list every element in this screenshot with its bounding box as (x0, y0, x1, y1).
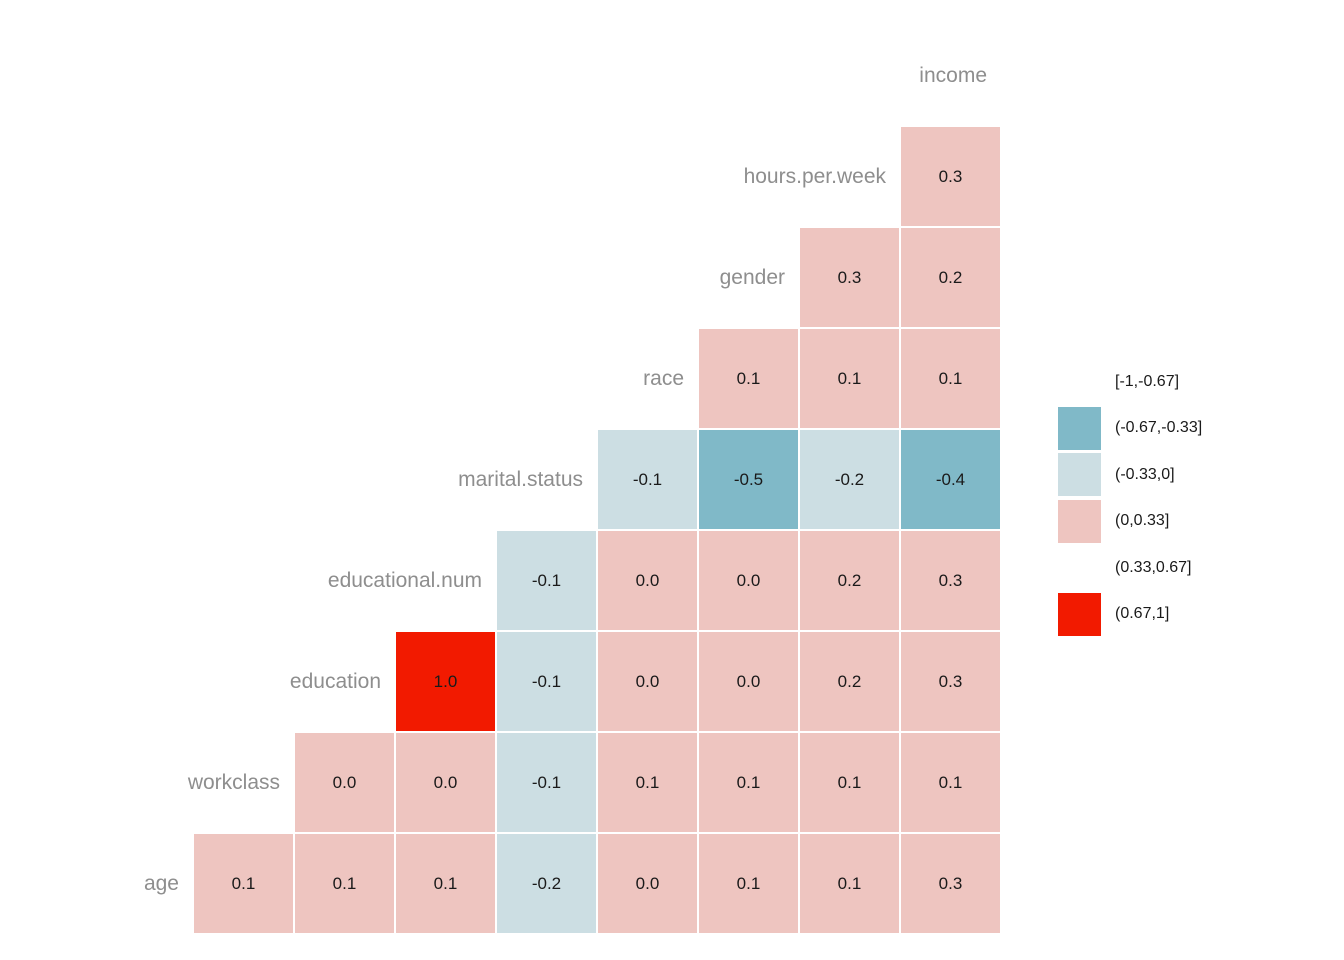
matrix-cell-workclass-x-marital.status: -0.1 (496, 732, 597, 833)
legend-item: (-0.33,0] (1058, 453, 1175, 496)
legend-swatch (1058, 406, 1101, 450)
row-label-workclass: workclass (187, 771, 280, 794)
legend-item: (-0.67,-0.33] (1058, 406, 1203, 450)
legend-item: (0.33,0.67] (1058, 546, 1192, 589)
legend-swatch-empty (1058, 360, 1101, 403)
matrix-cell-gender-x-hours.per.week: 0.3 (799, 227, 900, 328)
matrix-cell-workclass-x-gender: 0.1 (698, 732, 799, 833)
matrix-cell-race-x-income: 0.1 (900, 328, 1001, 429)
legend-label: (-0.33,0] (1115, 465, 1175, 483)
matrix-cell-workclass-x-race: 0.1 (597, 732, 698, 833)
row-label-gender: gender (719, 266, 785, 289)
row-label-education: education (289, 670, 381, 693)
matrix-cell-marital.status-x-race: -0.1 (597, 429, 698, 530)
row-label-marital.status: marital.status (458, 468, 583, 491)
matrix-cell-marital.status-x-income: -0.4 (900, 429, 1001, 530)
matrix-cell-marital.status-x-hours.per.week: -0.2 (799, 429, 900, 530)
matrix-cell-hours.per.week-x-income: 0.3 (900, 126, 1001, 227)
matrix-cell-age-x-educational.num: 0.1 (395, 833, 496, 934)
legend-label: (0.67,1] (1115, 605, 1170, 622)
row-label-educational.num: educational.num (327, 569, 482, 592)
matrix-cell-education-x-hours.per.week: 0.2 (799, 631, 900, 732)
row-label-age: age (143, 872, 179, 895)
matrix-cell-education-x-educational.num: 1.0 (395, 631, 496, 732)
matrix-cell-education-x-race: 0.0 (597, 631, 698, 732)
matrix-cell-educational.num-x-race: 0.0 (597, 530, 698, 631)
legend-item: [-1,-0.67] (1058, 360, 1179, 403)
matrix-cell-age-x-race: 0.0 (597, 833, 698, 934)
matrix-cell-workclass-x-hours.per.week: 0.1 (799, 732, 900, 833)
legend-swatch (1058, 453, 1101, 496)
matrix-cell-educational.num-x-hours.per.week: 0.2 (799, 530, 900, 631)
legend-swatch (1058, 592, 1101, 636)
matrix-cell-educational.num-x-income: 0.3 (900, 530, 1001, 631)
legend-item: (0,0.33] (1058, 499, 1170, 543)
legend-item: (0.67,1] (1058, 592, 1170, 636)
matrix-cell-gender-x-income: 0.2 (900, 227, 1001, 328)
legend: [-1,-0.67] (-0.67,-0.33] (-0.33,0] (0,0.33]… (1058, 360, 1338, 650)
matrix-cell-education-x-gender: 0.0 (698, 631, 799, 732)
matrix-cell-educational.num-x-gender: 0.0 (698, 530, 799, 631)
matrix-cell-age-x-education: 0.1 (294, 833, 395, 934)
matrix-cell-age-x-marital.status: -0.2 (496, 833, 597, 934)
legend-swatch-empty (1058, 546, 1101, 589)
legend-label: (-0.67,-0.33] (1115, 419, 1203, 436)
matrix-cell-education-x-marital.status: -0.1 (496, 631, 597, 732)
matrix-cell-age-x-income: 0.3 (900, 833, 1001, 934)
matrix-cell-race-x-gender: 0.1 (698, 328, 799, 429)
matrix-cell-age-x-workclass: 0.1 (193, 833, 294, 934)
matrix-cell-workclass-x-income: 0.1 (900, 732, 1001, 833)
matrix-cell-age-x-hours.per.week: 0.1 (799, 833, 900, 934)
matrix-cell-marital.status-x-gender: -0.5 (698, 429, 799, 530)
matrix-cell-workclass-x-education: 0.0 (294, 732, 395, 833)
legend-label: (0,0.33] (1115, 512, 1170, 529)
matrix-cell-age-x-gender: 0.1 (698, 833, 799, 934)
legend-label: [-1,-0.67] (1115, 372, 1180, 390)
matrix-cell-race-x-hours.per.week: 0.1 (799, 328, 900, 429)
matrix-cell-workclass-x-educational.num: 0.0 (395, 732, 496, 833)
legend-swatch (1058, 499, 1101, 543)
matrix-cell-education-x-income: 0.3 (900, 631, 1001, 732)
matrix-cell-educational.num-x-marital.status: -0.1 (496, 530, 597, 631)
row-label-income: income (919, 64, 987, 87)
legend-label: (0.33,0.67] (1115, 558, 1192, 576)
row-label-hours.per.week: hours.per.week (743, 165, 886, 188)
row-label-race: race (643, 367, 684, 390)
